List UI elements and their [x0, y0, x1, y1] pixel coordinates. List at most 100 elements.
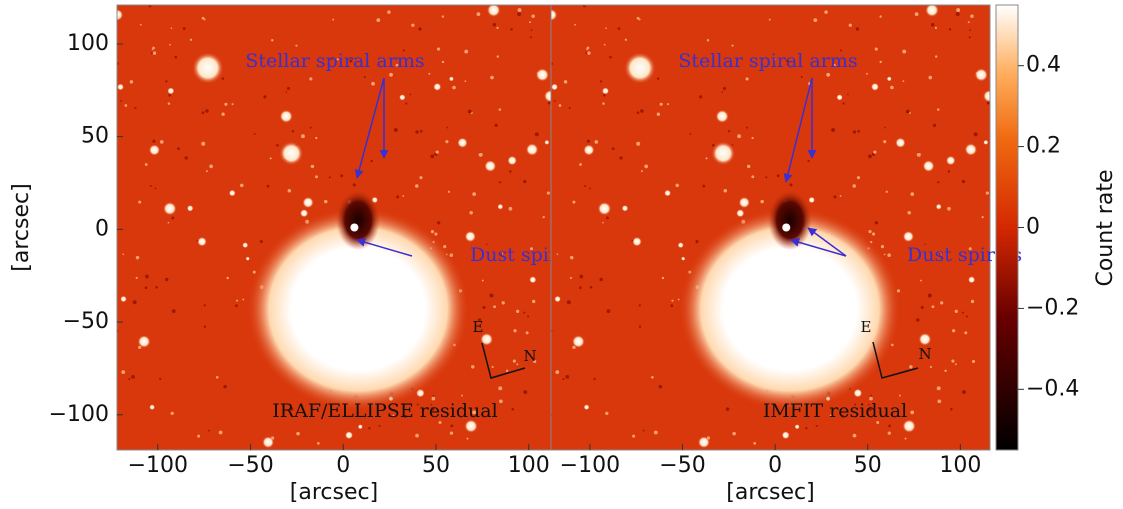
noise	[569, 276, 572, 279]
noise	[826, 72, 831, 77]
star	[148, 144, 161, 156]
noise	[492, 23, 497, 27]
noise	[638, 325, 642, 328]
noise	[856, 176, 861, 180]
noise	[155, 285, 158, 289]
noise	[223, 384, 227, 389]
colorbar-tick-label: −0.4	[1026, 376, 1079, 401]
galaxy-core	[336, 190, 381, 251]
star	[621, 204, 629, 212]
noise	[907, 211, 911, 215]
noise	[482, 306, 486, 309]
noise	[235, 304, 238, 308]
y-tick-label: 50	[81, 124, 109, 149]
noise	[215, 375, 219, 379]
star	[781, 431, 790, 440]
noise	[852, 130, 857, 134]
noise	[920, 306, 924, 309]
noise	[135, 255, 140, 260]
x-tick-label: −100	[560, 453, 620, 478]
noise	[289, 407, 294, 411]
star	[167, 87, 175, 95]
noise	[722, 86, 726, 90]
star	[464, 230, 477, 243]
noise	[555, 370, 560, 375]
star	[677, 242, 684, 249]
star	[870, 82, 880, 91]
star	[117, 83, 124, 91]
compass-label: N	[523, 347, 536, 365]
noise	[603, 43, 606, 46]
noise	[393, 127, 398, 132]
noise	[466, 437, 469, 440]
noise	[263, 95, 267, 99]
compass	[872, 341, 919, 379]
noise	[542, 215, 545, 219]
noise	[496, 55, 499, 58]
noise	[396, 195, 400, 199]
noise	[968, 247, 972, 251]
noise	[947, 206, 951, 211]
frame	[550, 4, 991, 451]
noise	[554, 100, 556, 102]
noise	[807, 159, 810, 163]
noise	[411, 23, 415, 27]
star	[918, 332, 932, 346]
noise	[395, 63, 399, 67]
noise	[586, 46, 590, 50]
noise	[948, 28, 952, 31]
star	[964, 143, 978, 156]
noise	[767, 58, 769, 61]
annotation: Stellar spiral arms	[678, 50, 857, 72]
noise	[477, 318, 482, 322]
x-tick-label: 100	[939, 453, 981, 478]
noise	[602, 102, 605, 105]
compass-label: E	[473, 318, 484, 336]
colorbar-tick-label: −0.2	[1026, 295, 1079, 320]
noise	[253, 133, 256, 135]
noise	[368, 427, 371, 430]
noise	[565, 374, 570, 379]
noise	[934, 26, 938, 29]
noise	[464, 80, 467, 83]
noise	[376, 18, 381, 23]
noise	[242, 298, 245, 301]
noise	[532, 299, 536, 304]
noise	[415, 184, 419, 188]
noise	[786, 59, 790, 63]
noise	[873, 150, 877, 154]
noise	[970, 299, 975, 304]
noise	[832, 63, 836, 67]
star	[117, 8, 124, 21]
noise	[148, 5, 152, 8]
noise	[428, 72, 431, 75]
star	[925, 5, 940, 18]
x-tick-label: −100	[128, 453, 188, 478]
noise	[887, 253, 891, 257]
noise	[605, 411, 609, 415]
noise	[731, 44, 734, 47]
noise	[702, 184, 706, 188]
star	[982, 89, 990, 103]
noise	[154, 187, 157, 190]
noise	[508, 206, 513, 211]
noise	[152, 46, 155, 50]
arrow	[354, 77, 385, 179]
x-tick-label: 50	[854, 453, 882, 478]
noise	[286, 86, 290, 90]
noise	[952, 329, 956, 333]
noise	[831, 127, 836, 132]
noise	[287, 188, 292, 193]
image	[551, 5, 990, 450]
noise	[898, 394, 901, 397]
noise	[159, 140, 164, 144]
noise	[915, 318, 920, 322]
noise	[371, 81, 375, 86]
star	[808, 196, 816, 204]
panel-label: IMFIT residual	[763, 400, 907, 422]
noise	[182, 27, 186, 31]
noise	[203, 325, 207, 328]
noise	[310, 164, 315, 169]
noise	[584, 185, 587, 188]
